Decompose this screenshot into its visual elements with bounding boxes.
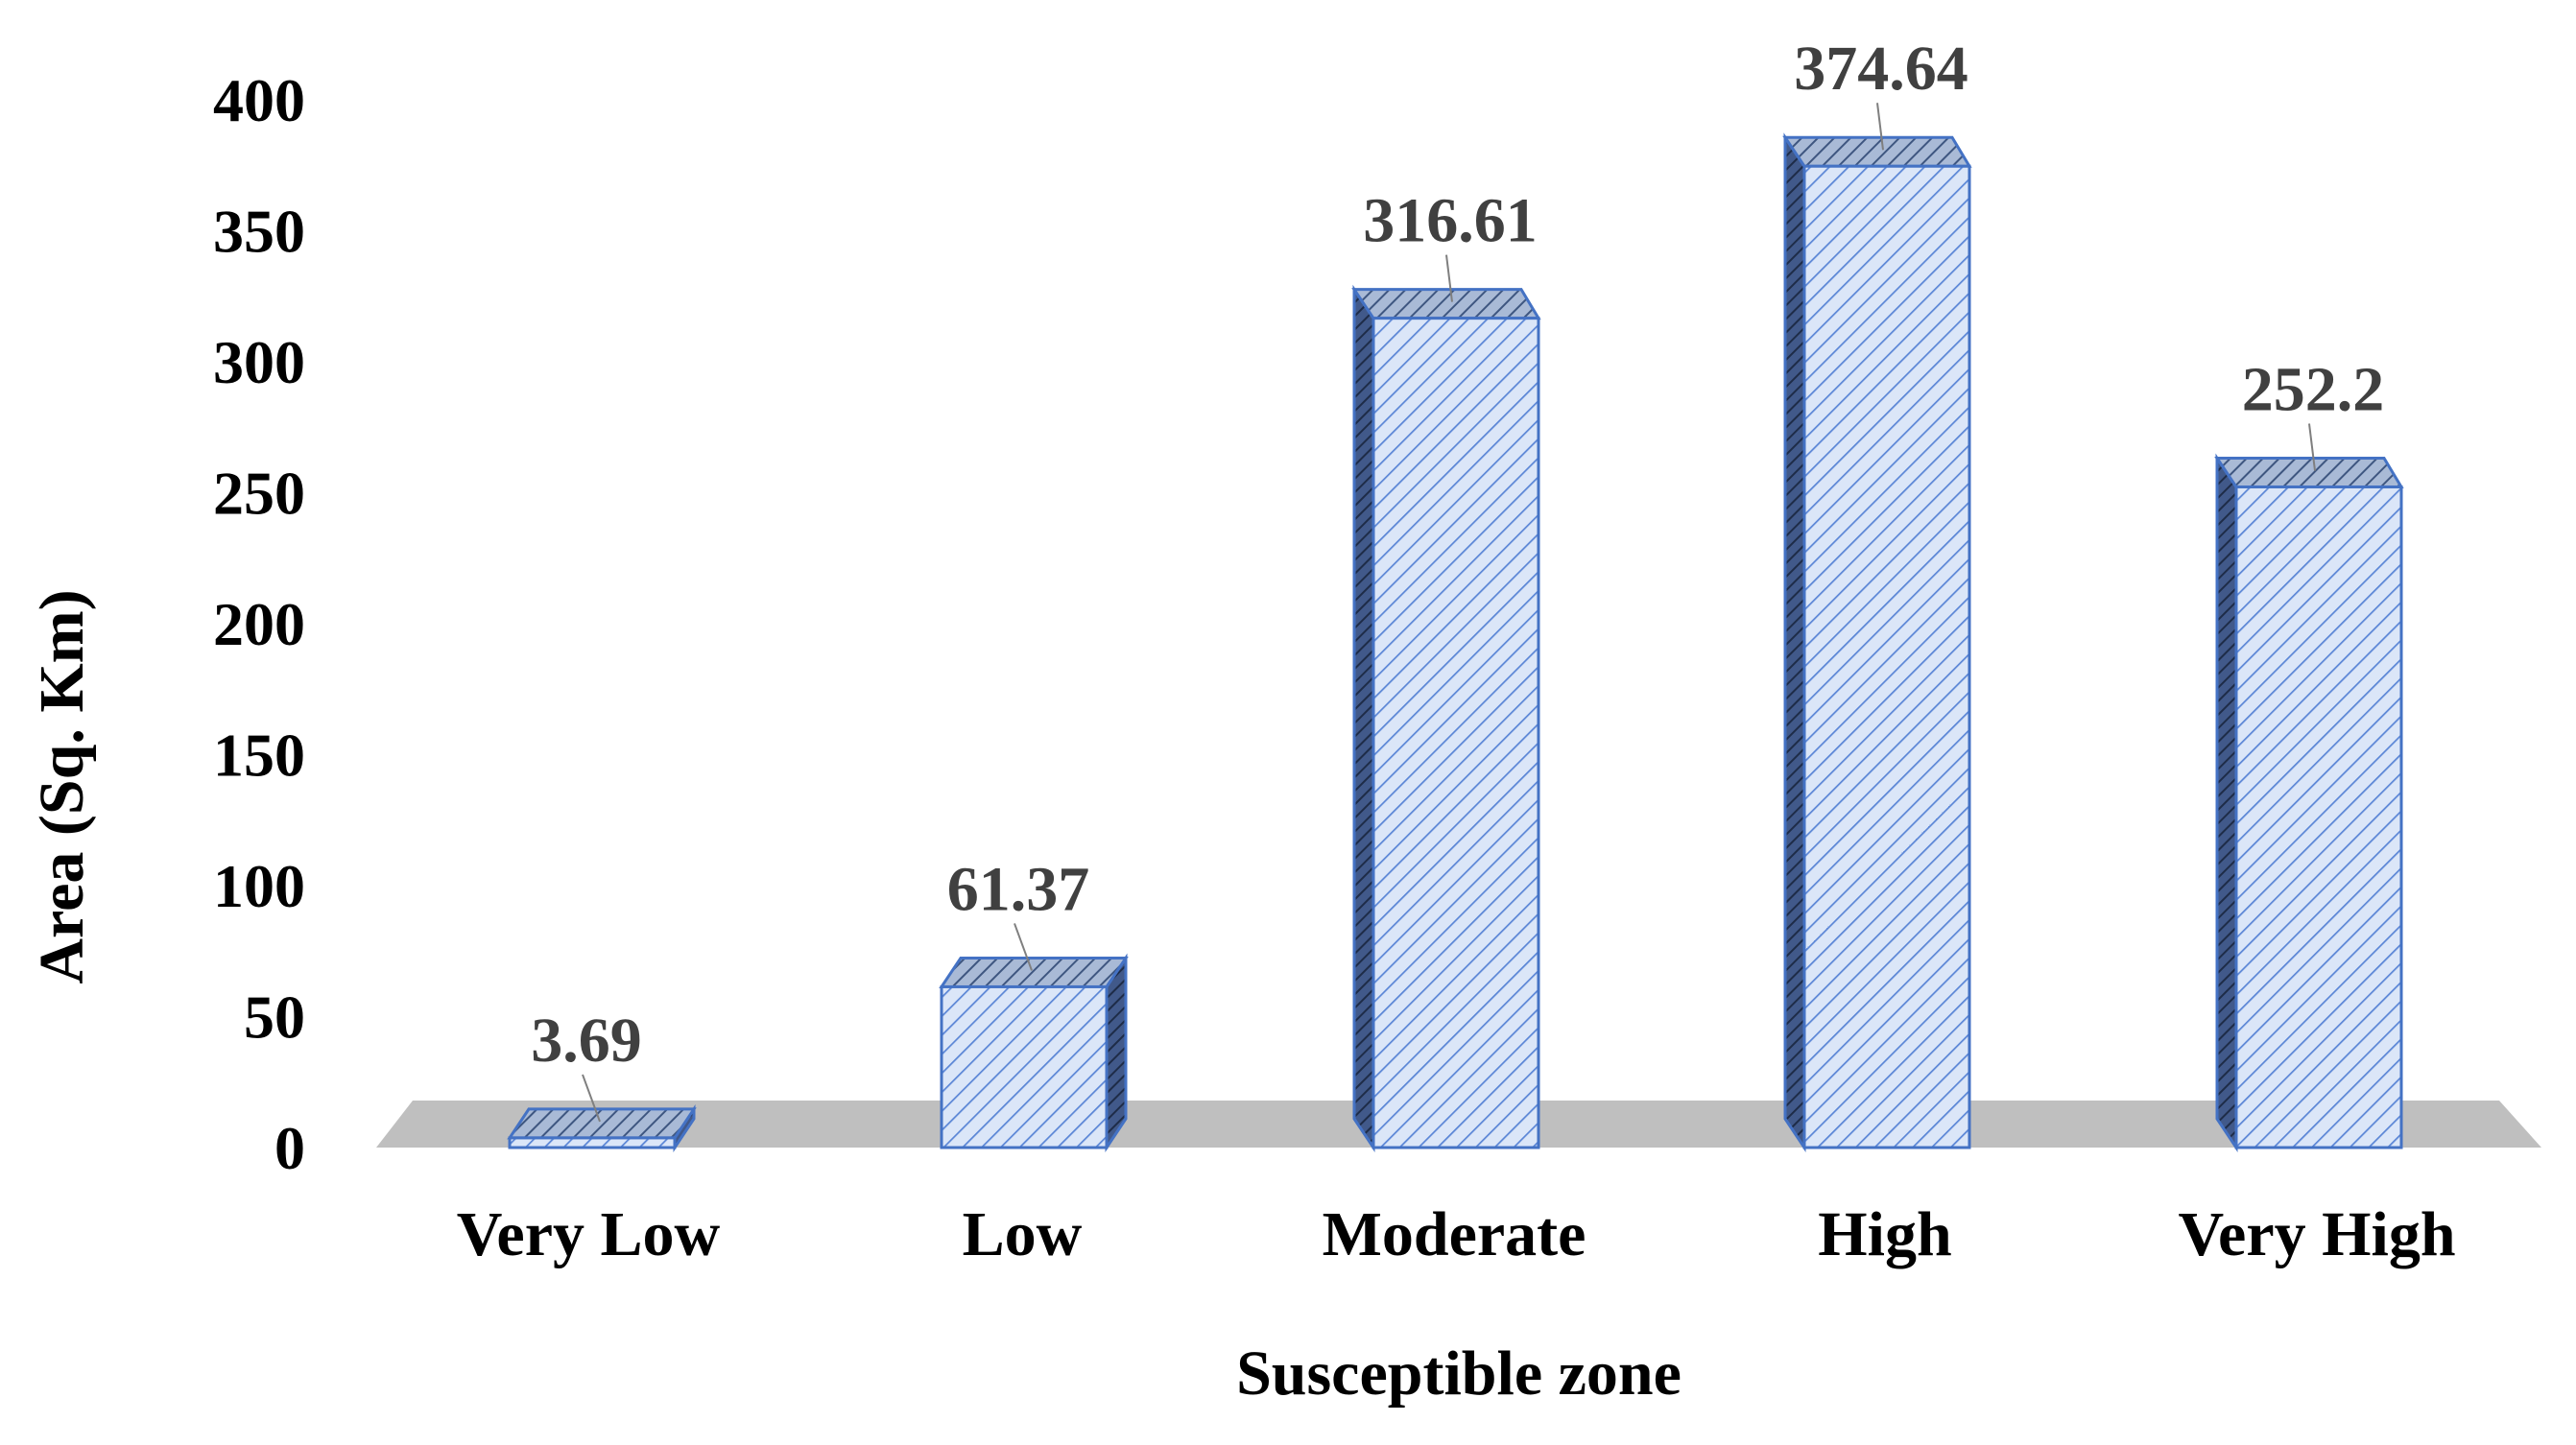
y-tick-label: 200 <box>213 590 305 658</box>
y-tick-label: 150 <box>213 722 305 790</box>
y-axis-title: Area (Sq. Km) <box>27 589 97 983</box>
data-label: 316.61 <box>1363 186 1538 256</box>
bars <box>507 103 2404 1152</box>
y-tick-label: 400 <box>213 66 305 134</box>
y-tick-label: 250 <box>213 460 305 528</box>
bar-top-face <box>939 956 1129 988</box>
bar-front-face <box>2234 485 2403 1149</box>
bar-side-face <box>1105 953 1128 1152</box>
bar <box>939 923 1129 1152</box>
bar-top-face <box>1351 288 1541 320</box>
data-labels: 3.69 61.37 316.61 374.64 252.2 <box>531 34 2384 1076</box>
bar-top-face <box>1782 135 1972 168</box>
data-label-leader <box>1876 103 1884 151</box>
y-axis-ticks: 0 50 100 150 200 250 300 350 400 <box>213 66 305 1182</box>
y-tick-label: 0 <box>274 1114 305 1182</box>
x-axis-title: Susceptible zone <box>1236 1338 1682 1409</box>
y-tick-label: 350 <box>213 198 305 266</box>
bar-top-face <box>507 1107 697 1140</box>
category-labels: Very Low Low Moderate High Very High <box>457 1199 2456 1269</box>
bar <box>1782 103 1972 1152</box>
bar <box>1351 254 1541 1152</box>
data-label-leader <box>582 1074 601 1123</box>
data-label: 3.69 <box>531 1006 642 1076</box>
category-label: Moderate <box>1323 1199 1586 1269</box>
bar-side-face <box>2215 453 2238 1152</box>
data-label: 61.37 <box>947 854 1090 924</box>
bar-front-face <box>1371 317 1540 1149</box>
data-label-leader <box>2308 423 2316 471</box>
category-label: Low <box>963 1199 1083 1269</box>
bar-top-face <box>2214 456 2404 488</box>
bar-side-face <box>1352 284 1375 1152</box>
category-label: Very Low <box>457 1199 721 1269</box>
data-label-leader <box>1445 254 1453 302</box>
category-label: Very High <box>2178 1199 2455 1269</box>
bar <box>2214 423 2404 1152</box>
bar-front-face <box>508 1136 677 1149</box>
y-tick-label: 50 <box>244 983 305 1052</box>
bar <box>507 1074 697 1152</box>
y-tick-label: 300 <box>213 328 305 396</box>
bar-front-face <box>1802 164 1971 1149</box>
data-label-leader <box>1014 923 1033 971</box>
data-label: 374.64 <box>1794 34 1968 104</box>
category-label: High <box>1818 1199 1951 1269</box>
bar-side-face <box>1783 132 1806 1152</box>
data-label: 252.2 <box>2242 354 2385 424</box>
bar-front-face <box>940 984 1109 1149</box>
y-tick-label: 100 <box>213 852 305 920</box>
